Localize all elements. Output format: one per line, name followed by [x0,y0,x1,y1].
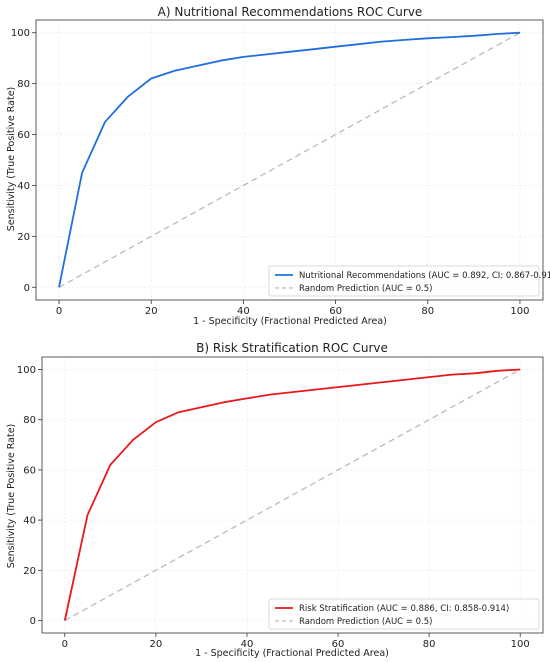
y-tick-label: 40 [17,181,30,192]
x-tick-label: 80 [423,639,436,650]
panel-nutritional: A) Nutritional Recommendations ROC Curve… [6,5,550,327]
y-tick-label: 40 [23,516,36,527]
legend-entry-label: Nutritional Recommendations (AUC = 0.892… [299,271,550,281]
legend: Risk Stratification (AUC = 0.886, CI: 0.… [268,598,540,630]
legend-box [268,265,540,297]
y-axis-label: Sensitivity (True Positive Rate) [6,424,17,569]
x-axis-label: 1 - Specificity (Fractional Predicted Ar… [195,648,389,659]
x-tick-label: 40 [237,306,250,317]
chart-title: B) Risk Stratification ROC Curve [196,341,388,355]
x-tick-label: 20 [149,639,162,650]
y-tick-label: 20 [17,232,30,243]
x-tick-label: 20 [145,306,158,317]
plot-frame [35,19,544,301]
y-tick-label: 0 [24,283,30,294]
y-tick-label: 0 [30,616,36,627]
y-tick-label: 60 [23,465,36,476]
random-prediction-line [64,368,521,622]
x-axis-label: 1 - Specificity (Fractional Predicted Ar… [193,316,387,327]
chart-title: A) Nutritional Recommendations ROC Curve [158,5,423,19]
panel-risk: B) Risk Stratification ROC Curve 1 - Spe… [6,341,544,659]
x-tick-label: 40 [241,639,254,650]
y-tick-label: 100 [11,28,30,39]
x-tick-label: 0 [56,306,62,317]
roc-curve-line [58,31,521,288]
y-tick-label: 20 [23,566,36,577]
legend-entry-label: Random Prediction (AUC = 0.5) [299,617,432,627]
x-tick-label: 0 [62,639,68,650]
x-tick-label: 100 [511,639,530,650]
roc-curve-line [63,368,521,621]
y-tick-label: 80 [17,79,30,90]
y-axis-label: Sensitivity (True Positive Rate) [6,87,17,232]
legend: Nutritional Recommendations (AUC = 0.892… [268,265,550,297]
x-tick-label: 100 [510,306,529,317]
x-tick-label: 80 [421,306,434,317]
legend-entry-label: Risk Stratification (AUC = 0.886, CI: 0.… [299,604,509,614]
y-tick-label: 60 [17,130,30,141]
x-tick-label: 60 [332,639,345,650]
plot-frame [41,356,544,634]
legend-entry-label: Random Prediction (AUC = 0.5) [299,284,432,294]
x-tick-label: 60 [329,306,342,317]
legend-box [268,598,540,630]
y-tick-label: 80 [23,415,36,426]
random-prediction-line [58,32,521,288]
y-tick-label: 100 [17,365,36,376]
